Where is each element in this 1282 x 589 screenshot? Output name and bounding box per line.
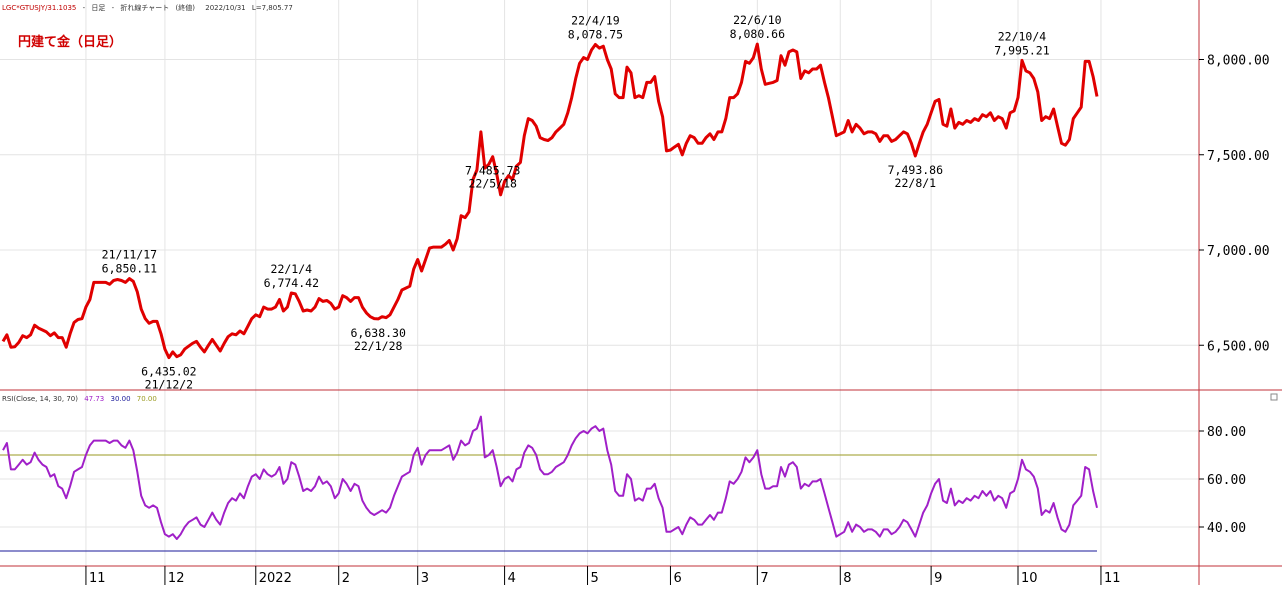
annotation-value: 7,493.86 [888, 163, 943, 177]
chart-title: 円建て金（日足） [18, 34, 122, 50]
rsi-lower: 30.00 [111, 395, 131, 403]
price-annotation: 22/4/198,078.75 [568, 13, 623, 41]
annotation-value: 8,078.75 [568, 27, 623, 41]
annotation-date: 22/6/10 [733, 13, 782, 27]
rsi-upper: 70.00 [137, 395, 157, 403]
annotation-date: 21/11/17 [102, 248, 157, 262]
time-tick-label: 11 [89, 571, 106, 585]
rsi-bands [0, 454, 1097, 552]
price-line [1, 42, 1099, 360]
annotation-date: 22/5/18 [468, 177, 517, 191]
price-annotation: 21/11/176,850.11 [102, 248, 157, 276]
rsi-y-axis: 40.00 60.00 80.00 [1199, 425, 1246, 536]
annotation-value: 6,638.30 [351, 326, 406, 340]
annotation-date: 21/12/2 [145, 378, 193, 392]
pane-collapse-button[interactable] [1270, 393, 1278, 401]
price-tick-label: 6,500.00 [1207, 339, 1270, 354]
time-tick-label: 12 [168, 571, 185, 585]
header-period: 日足 [91, 4, 105, 12]
chart-header: LGC*GTUSJY/31.1035 - 日足 - 折れ線チャート (終値) 2… [2, 3, 293, 12]
header-symbol: LGC*GTUSJY/31.1035 [2, 4, 76, 12]
price-tick-label: 7,000.00 [1207, 244, 1270, 259]
rsi-series [2, 415, 1098, 540]
header-last: L=7,805.77 [252, 4, 293, 12]
annotation-value: 6,774.42 [264, 276, 319, 290]
price-tick-label: 7,500.00 [1207, 149, 1270, 164]
time-tick-label: 5 [591, 571, 599, 585]
price-annotation: 22/1/46,774.42 [264, 262, 319, 290]
price-annotation: 22/10/47,995.21 [994, 29, 1049, 57]
annotation-value: 6,850.11 [102, 262, 157, 276]
annotation-date: 22/1/28 [354, 339, 403, 353]
header-sep-1: - [83, 4, 86, 12]
rsi-line [2, 415, 1098, 540]
rsi-tick-label: 80.00 [1207, 425, 1246, 440]
time-tick-label: 6 [673, 571, 681, 585]
rsi-label: RSI(Close, 14, 30, 70) [2, 395, 78, 403]
time-tick-label: 2022 [259, 571, 292, 585]
header-date: 2022/10/31 [205, 4, 245, 12]
time-tick-label: 10 [1021, 571, 1038, 585]
price-tick-label: 8,000.00 [1207, 54, 1270, 69]
annotation-date: 22/10/4 [998, 29, 1047, 43]
time-tick-label: 11 [1104, 571, 1121, 585]
x-axis: 11 12 2022 2 3 4 5 6 7 8 9 10 11 [85, 566, 1121, 586]
annotation-date: 22/1/4 [271, 262, 313, 276]
header-chart-type: 折れ線チャート [120, 3, 169, 12]
time-tick-label: 9 [934, 571, 942, 585]
rsi-value: 47.73 [84, 395, 104, 403]
annotation-value: 6,435.02 [141, 365, 196, 379]
time-tick-label: 4 [508, 571, 516, 585]
time-tick-label: 7 [760, 571, 768, 585]
header-sep-2: - [112, 4, 115, 12]
price-grid [0, 0, 1199, 566]
annotation-date: 22/8/1 [895, 176, 937, 190]
price-y-axis: 6,500.00 7,000.00 7,500.00 8,000.00 [1199, 54, 1270, 354]
time-tick-label: 8 [843, 571, 851, 585]
price-annotation: 22/6/108,080.66 [730, 13, 785, 41]
time-tick-label: 3 [421, 571, 429, 585]
annotation-value: 7,485.73 [465, 164, 520, 178]
time-tick-label: 2 [342, 571, 350, 585]
annotation-date: 22/4/19 [571, 13, 620, 27]
price-series [1, 42, 1099, 360]
rsi-tick-label: 40.00 [1207, 521, 1246, 536]
annotation-value: 7,995.21 [994, 43, 1049, 57]
rsi-tick-label: 60.00 [1207, 473, 1246, 488]
header-mode: (終値) [176, 3, 196, 12]
annotation-value: 8,080.66 [730, 27, 785, 41]
rsi-header: RSI(Close, 14, 30, 70) 47.73 30.00 70.00 [2, 395, 157, 403]
